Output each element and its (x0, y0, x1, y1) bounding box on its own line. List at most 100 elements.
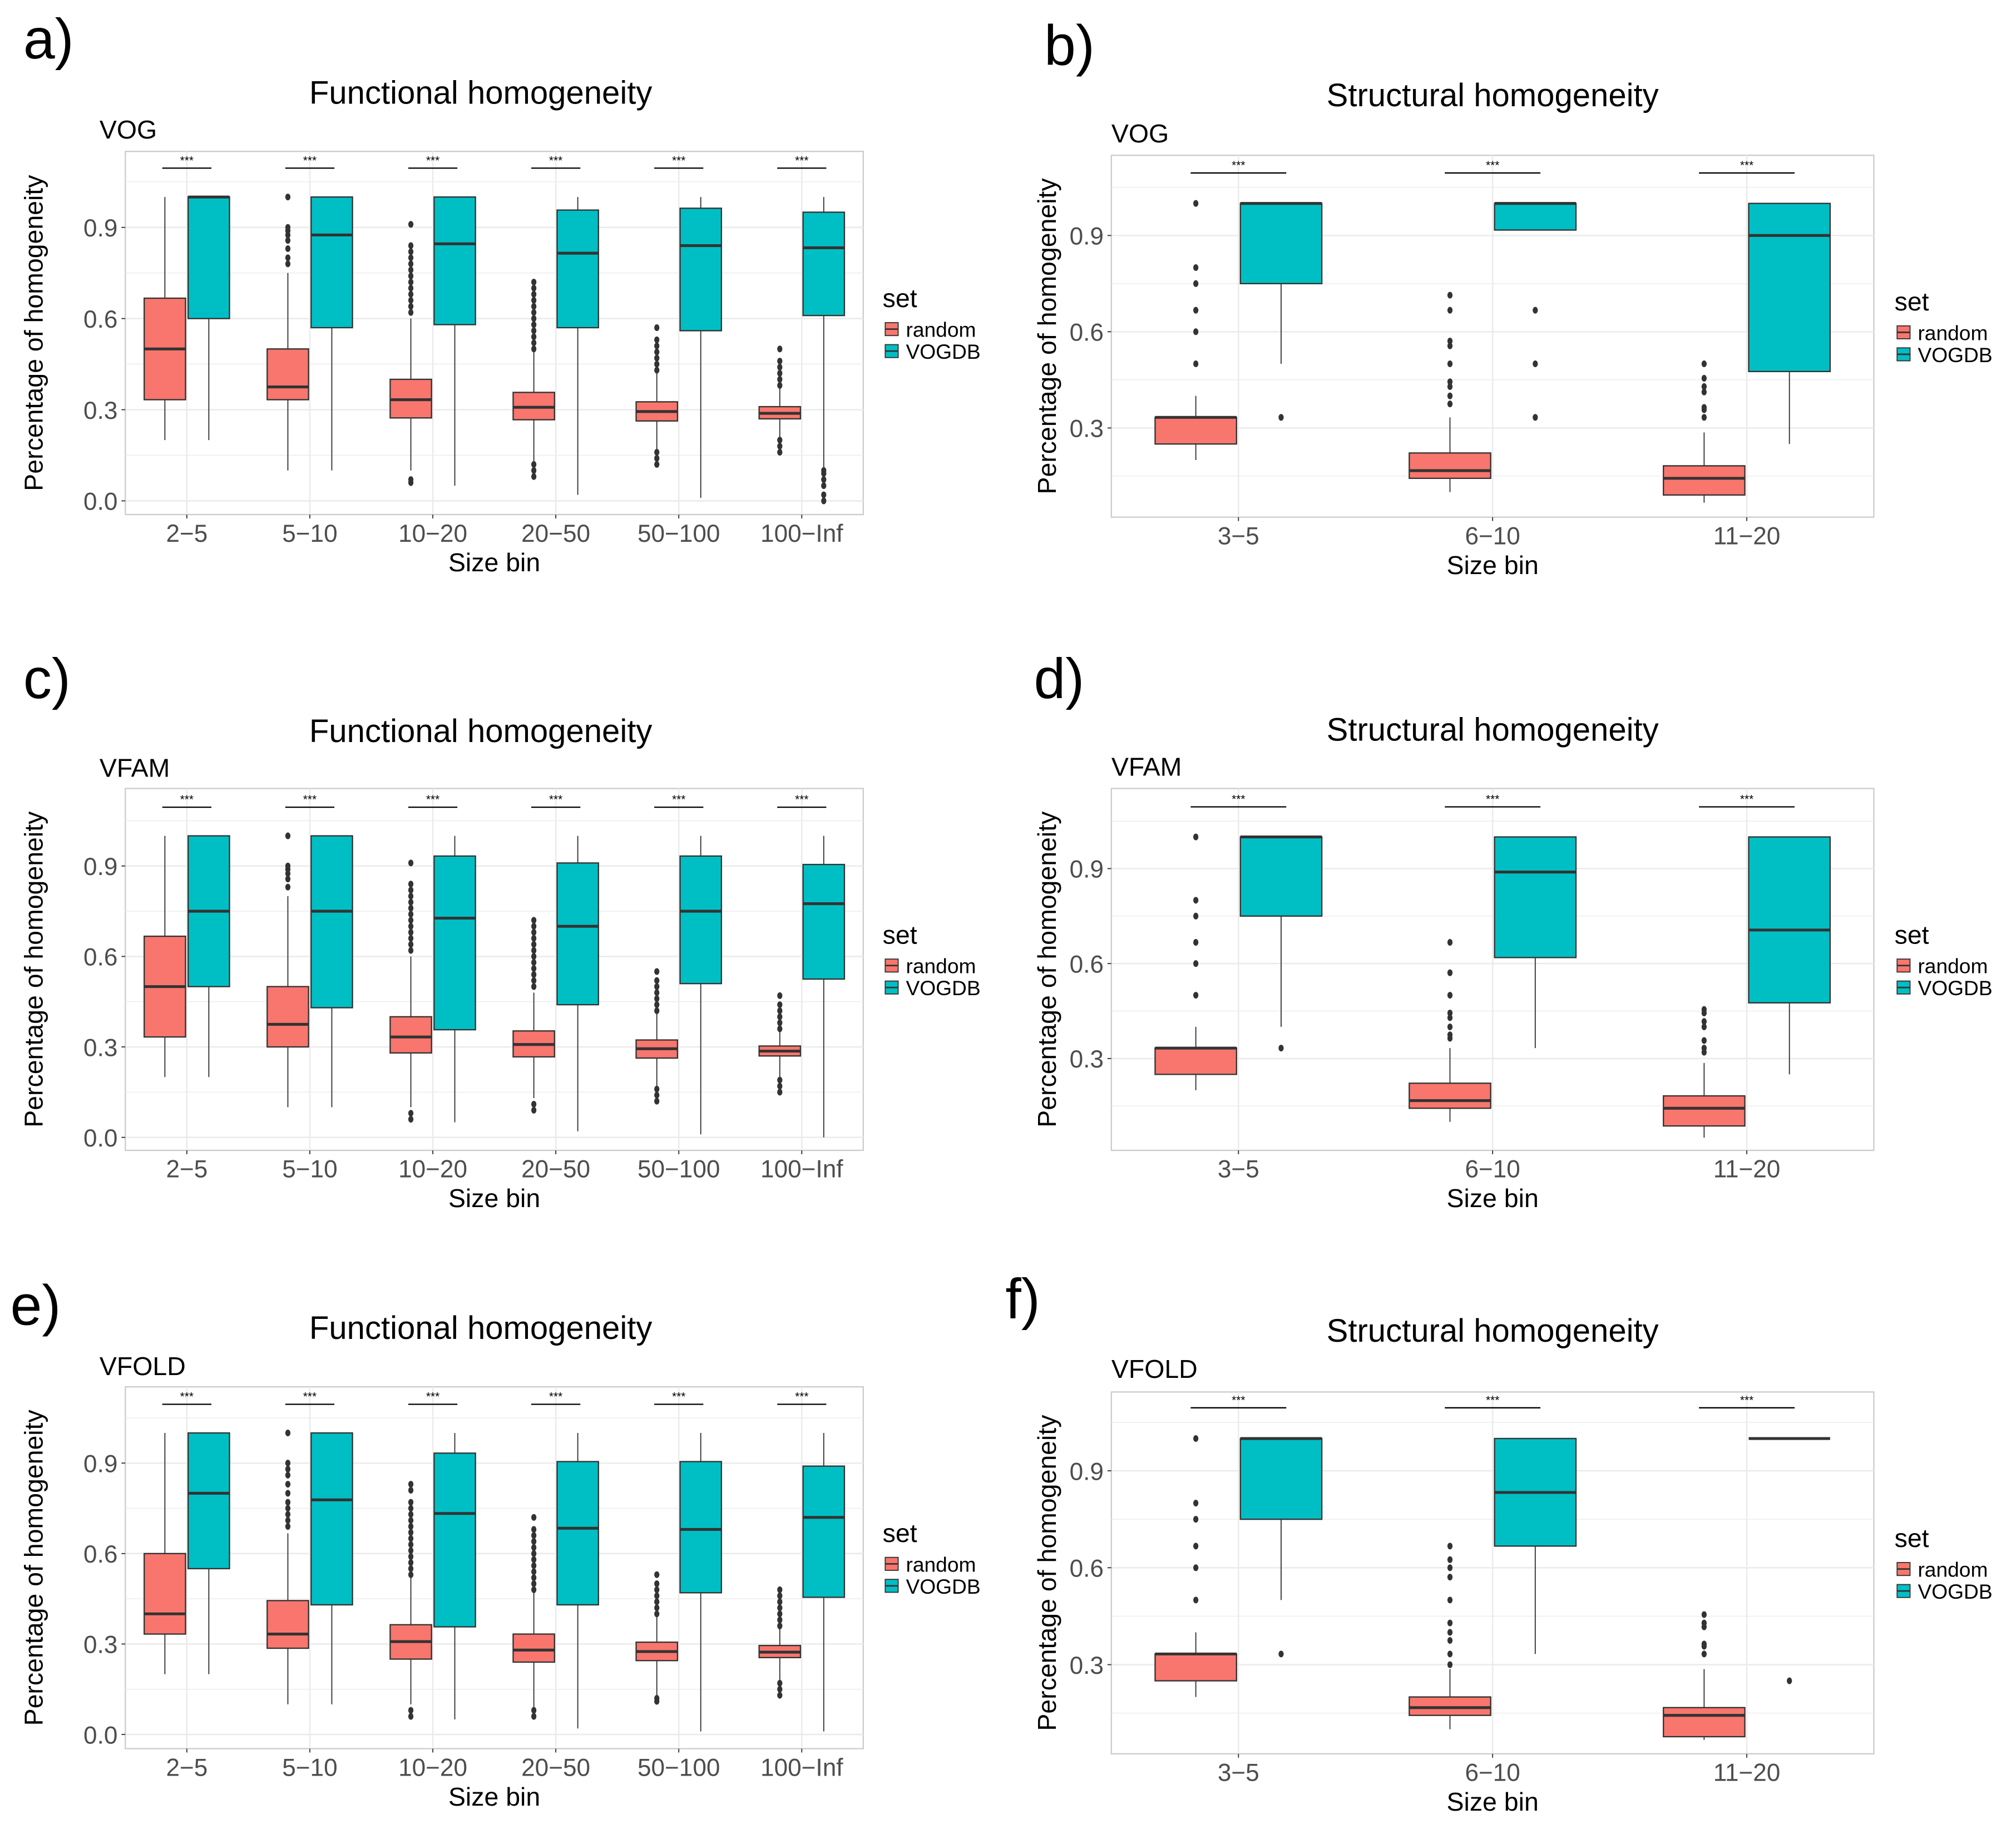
outlier-point (408, 296, 414, 304)
outlier-point (531, 1574, 537, 1581)
box-VOGDB-0 (1239, 836, 1323, 1052)
x-tick-label: 50−100 (638, 520, 720, 547)
box-random-2 (1663, 360, 1746, 503)
outlier-point (821, 467, 827, 474)
outlier-point (1701, 383, 1707, 390)
outlier-point (1193, 912, 1199, 920)
outlier-point (777, 1025, 783, 1032)
outlier-point (531, 303, 537, 310)
outlier-point (654, 1610, 660, 1618)
outlier-point (408, 266, 414, 274)
x-tick-label: 10−20 (398, 1754, 467, 1781)
plot-panel (125, 788, 864, 1151)
outlier-point (531, 1556, 537, 1563)
box-iqr (187, 196, 230, 319)
box-iqr (187, 1432, 230, 1570)
box-iqr (679, 207, 723, 332)
x-tick-label: 10−20 (398, 1156, 467, 1183)
significance-label: *** (549, 1391, 562, 1403)
box-VOGDB-5 (802, 197, 846, 505)
outlier-point (654, 1091, 660, 1099)
panel-label: d) (1034, 646, 1084, 710)
outlier-point (408, 476, 414, 483)
box-iqr (1494, 836, 1577, 958)
outlier-point (1193, 1543, 1199, 1550)
outlier-point (408, 1707, 414, 1714)
y-tick-label: 0.9 (1070, 1458, 1104, 1485)
outlier-point (777, 437, 783, 444)
outlier-point (408, 254, 414, 261)
y-tick-label: 0.3 (1070, 416, 1104, 443)
outlier-point (408, 303, 414, 310)
box-random-1 (1409, 291, 1491, 492)
outlier-point (531, 959, 537, 966)
significance-label: *** (180, 793, 194, 806)
outlier-point (285, 260, 291, 268)
box-iqr (310, 835, 353, 1009)
significance-label: *** (1486, 793, 1499, 806)
outlier-point (1701, 374, 1707, 382)
outlier-point (1701, 404, 1707, 411)
box-random-5 (758, 345, 802, 456)
box-iqr (802, 863, 846, 980)
box-iqr (1154, 1047, 1237, 1075)
y-tick-label: 0.0 (83, 488, 117, 516)
box-random-1 (1409, 939, 1491, 1122)
outlier-point (408, 309, 414, 316)
outlier-point (531, 1106, 537, 1114)
box-random-1 (266, 1429, 309, 1704)
significance-label: *** (549, 154, 562, 167)
x-tick-label: 6−10 (1465, 1156, 1520, 1183)
x-tick-label: 6−10 (1465, 1759, 1520, 1787)
outlier-point (531, 339, 537, 347)
box-random-0 (1154, 1435, 1237, 1697)
x-tick-label: 3−5 (1218, 1156, 1259, 1183)
x-axis-label: Size bin (448, 1782, 540, 1811)
outlier-point (285, 237, 291, 244)
outlier-point (408, 1486, 414, 1494)
panel-label: c) (23, 646, 71, 710)
outlier-point (408, 935, 414, 942)
outlier-point (408, 1481, 414, 1488)
outlier-point (531, 290, 537, 298)
outlier-point (1447, 1619, 1453, 1627)
outlier-point (531, 1550, 537, 1557)
chart-subtitle: VFAM (1111, 752, 1182, 781)
outlier-point (654, 461, 660, 468)
box-VOGDB-1 (310, 1432, 353, 1704)
outlier-point (285, 1481, 291, 1488)
panel-label: a) (23, 7, 74, 71)
legend-label-random: random (1918, 321, 1988, 344)
x-tick-label: 20−50 (521, 1156, 590, 1183)
outlier-point (408, 1559, 414, 1566)
outlier-point (531, 1544, 537, 1551)
outlier-point (531, 965, 537, 972)
outlier-point (408, 1499, 414, 1506)
x-tick-label: 6−10 (1465, 522, 1520, 550)
outlier-point (408, 260, 414, 268)
outlier-point (285, 1490, 291, 1497)
x-tick-label: 3−5 (1218, 1759, 1259, 1787)
outlier-point (1193, 360, 1199, 368)
outlier-point (1447, 1014, 1453, 1021)
outlier-point (1447, 1629, 1453, 1636)
outlier-point (777, 1586, 783, 1593)
outlier-point (654, 989, 660, 996)
x-axis-label: Size bin (1447, 1184, 1539, 1213)
outlier-point (531, 473, 537, 480)
box-iqr (266, 986, 309, 1048)
outlier-point (531, 321, 537, 328)
outlier-point (777, 1685, 783, 1693)
outlier-point (285, 1460, 291, 1467)
outlier-point (531, 1586, 537, 1593)
legend-label-VOGDB: VOGDB (906, 340, 980, 363)
box-iqr (1409, 1696, 1491, 1716)
outlier-point (777, 1019, 783, 1026)
x-tick-label: 3−5 (1218, 522, 1259, 550)
chart-title: Structural homogeneity (1327, 712, 1659, 748)
outlier-point (531, 461, 537, 468)
y-tick-label: 0.3 (83, 1632, 117, 1659)
outlier-point (531, 947, 537, 954)
outlier-point (285, 224, 291, 231)
